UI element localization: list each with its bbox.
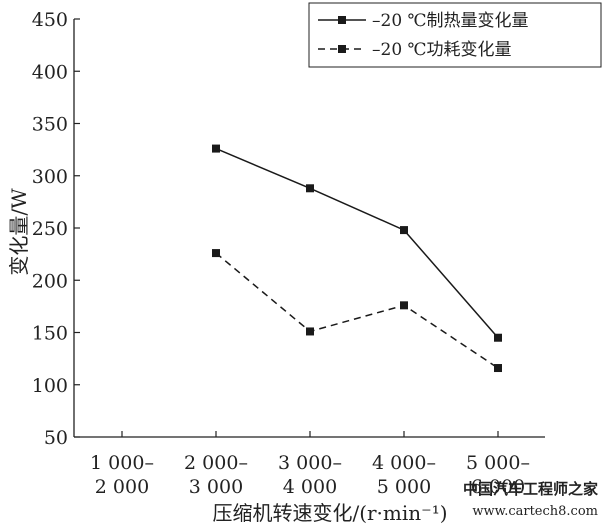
series-line-2 <box>215 252 499 369</box>
x-tick-label-line1: 5 000– <box>466 452 530 474</box>
x-tick-label-line2: 2 000 <box>95 476 149 498</box>
data-point-series-1 <box>400 226 408 235</box>
y-tick-label: 300 <box>32 166 68 188</box>
data-point-series-1 <box>494 333 502 342</box>
x-tick-label-line2: 4 000 <box>283 476 337 498</box>
series-layer <box>212 144 502 373</box>
x-tick-label-line2: 6 000 <box>471 476 525 498</box>
y-tick-label: 400 <box>32 61 68 83</box>
legend-marker-solid <box>338 16 346 24</box>
series-line-1 <box>215 147 499 339</box>
x-tick-label-line1: 2 000– <box>184 452 248 474</box>
y-tick-label: 450 <box>32 9 68 31</box>
y-tick-label: 200 <box>32 270 68 292</box>
x-axis-label: 压缩机转速变化/(r·min⁻¹) <box>212 501 447 525</box>
y-tick-label: 250 <box>32 218 68 240</box>
x-tick-label-line1: 4 000– <box>372 452 436 474</box>
x-tick-label-line2: 3 000 <box>189 476 243 498</box>
legend-box <box>308 2 602 68</box>
data-point-series-2 <box>400 301 408 310</box>
x-tick-label-line1: 1 000– <box>90 452 154 474</box>
legend-label-series-2: –20 ℃功耗变化量 <box>372 40 512 60</box>
data-point-series-2 <box>306 327 314 336</box>
watermark-url: www.cartech8.com <box>472 504 598 519</box>
y-axis-label: 变化量/W <box>7 188 31 276</box>
y-tick-label: 150 <box>32 323 68 345</box>
y-tick-label: 50 <box>44 427 68 449</box>
y-axis-ticks: 50 100 150 200 250 300 350 400 450 <box>32 9 80 449</box>
data-point-series-1 <box>212 144 220 153</box>
y-tick-label: 350 <box>32 114 68 136</box>
watermark-site-name: 中国汽车工程师之家 <box>463 480 598 498</box>
data-point-series-2 <box>494 364 502 373</box>
x-tick-label-line1: 3 000– <box>278 452 342 474</box>
legend: –20 ℃制热量变化量 –20 ℃功耗变化量 <box>308 2 602 68</box>
x-tick-label-line2: 5 000 <box>377 476 431 498</box>
watermark: 中国汽车工程师之家 www.cartech8.com <box>463 480 598 519</box>
data-point-series-1 <box>306 184 314 193</box>
legend-label-series-1: –20 ℃制热量变化量 <box>372 11 529 31</box>
y-tick-label: 100 <box>32 375 68 397</box>
data-point-series-2 <box>212 249 220 258</box>
legend-marker-dashed <box>338 45 346 53</box>
axes <box>73 19 545 438</box>
